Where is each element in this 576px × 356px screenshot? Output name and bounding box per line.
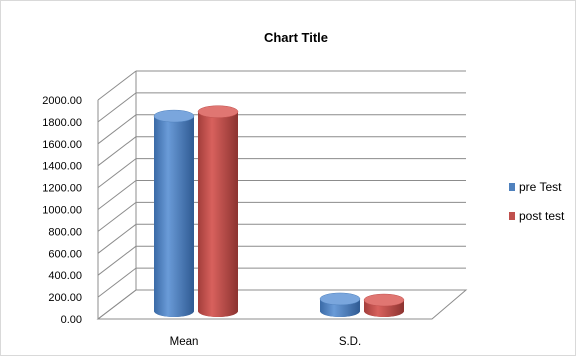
y-tick-label: 600.00 (48, 248, 82, 260)
gridline-side (97, 180, 137, 210)
x-category-label: Mean (170, 336, 199, 348)
bar-body (198, 111, 238, 318)
y-tick-label: 0.00 (61, 314, 82, 326)
legend-label: post test (519, 209, 565, 223)
legend-label: pre Test (519, 180, 562, 194)
y-tick-label: 1600.00 (42, 139, 82, 151)
chart-title: Chart Title (264, 30, 328, 45)
floor (96, 289, 468, 320)
y-tick-label: 1200.00 (42, 183, 82, 195)
bar-top (197, 105, 239, 118)
chart-walls (96, 70, 468, 320)
bar-top (363, 293, 405, 307)
legend-swatch (509, 212, 515, 220)
legend: pre Test post test (509, 180, 565, 223)
bar-top (153, 109, 195, 123)
bar-body (154, 116, 194, 317)
gridline-side (97, 245, 137, 276)
y-tick-label: 1800.00 (42, 117, 82, 129)
bar-top (319, 292, 361, 306)
gridline-side (97, 92, 137, 123)
gridline-side (97, 289, 137, 320)
gridline-side (97, 202, 137, 232)
y-tick-label: 800.00 (48, 226, 82, 238)
legend-swatch (509, 183, 515, 191)
gridline-side (97, 136, 137, 167)
bars (153, 105, 405, 318)
y-tick-label: 1400.00 (42, 161, 82, 173)
gridline-side (97, 158, 137, 188)
x-category-label: S.D. (339, 336, 361, 348)
y-axis-ticks: 0.00 200.00 400.00 600.00 800.00 1000.00 1200.… (42, 95, 82, 326)
gridline-side (97, 267, 137, 298)
y-tick-label: 200.00 (48, 292, 82, 304)
gridline-side (97, 223, 137, 254)
y-tick-label: 400.00 (48, 270, 82, 282)
bar-pre-test-sd (319, 292, 361, 317)
bar-post-test-mean (197, 105, 239, 318)
bar-post-test-sd (363, 293, 405, 317)
gridline-side (97, 70, 137, 101)
x-axis-categories: Mean S.D. (170, 336, 362, 348)
y-tick-label: 1000.00 (42, 205, 82, 217)
gridline-side (97, 114, 137, 145)
bar-pre-test-mean (153, 109, 195, 317)
y-tick-label: 2000.00 (42, 95, 82, 107)
